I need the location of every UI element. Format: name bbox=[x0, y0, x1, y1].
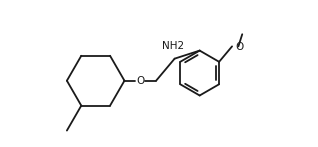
Text: NH2: NH2 bbox=[162, 41, 184, 51]
Text: O: O bbox=[136, 76, 144, 86]
Text: O: O bbox=[236, 42, 244, 52]
